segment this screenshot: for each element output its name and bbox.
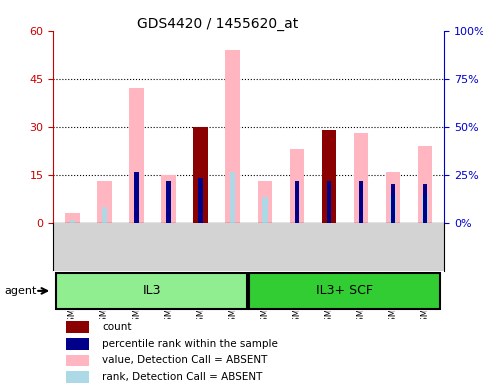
- Bar: [262, 197, 268, 223]
- Text: rank, Detection Call = ABSENT: rank, Detection Call = ABSENT: [102, 372, 262, 382]
- FancyBboxPatch shape: [56, 273, 246, 309]
- Bar: [134, 172, 139, 223]
- Bar: [65, 213, 80, 223]
- Bar: [166, 181, 171, 223]
- Text: GDS4420 / 1455620_at: GDS4420 / 1455620_at: [137, 17, 298, 31]
- Bar: [354, 133, 368, 223]
- Bar: [102, 207, 107, 223]
- Text: agent: agent: [5, 286, 37, 296]
- Text: value, Detection Call = ABSENT: value, Detection Call = ABSENT: [102, 356, 268, 366]
- Text: IL3: IL3: [142, 283, 161, 296]
- Text: IL3+ SCF: IL3+ SCF: [316, 283, 373, 296]
- Bar: [66, 338, 89, 350]
- Bar: [418, 146, 432, 223]
- Bar: [359, 181, 363, 223]
- Bar: [290, 149, 304, 223]
- Text: count: count: [102, 322, 131, 332]
- Bar: [423, 184, 427, 223]
- Bar: [161, 175, 176, 223]
- FancyBboxPatch shape: [249, 273, 440, 309]
- Bar: [226, 50, 240, 223]
- Bar: [129, 88, 144, 223]
- Bar: [66, 355, 89, 366]
- Bar: [230, 172, 235, 223]
- Bar: [386, 172, 400, 223]
- Bar: [390, 194, 396, 223]
- Bar: [322, 130, 336, 223]
- Bar: [199, 178, 203, 223]
- Bar: [257, 181, 272, 223]
- Bar: [66, 371, 89, 383]
- Bar: [66, 321, 89, 333]
- Bar: [391, 184, 396, 223]
- Text: percentile rank within the sample: percentile rank within the sample: [102, 339, 278, 349]
- Bar: [70, 220, 75, 223]
- Bar: [295, 181, 299, 223]
- Bar: [422, 194, 428, 223]
- Bar: [193, 127, 208, 223]
- Bar: [327, 181, 331, 223]
- Bar: [97, 181, 112, 223]
